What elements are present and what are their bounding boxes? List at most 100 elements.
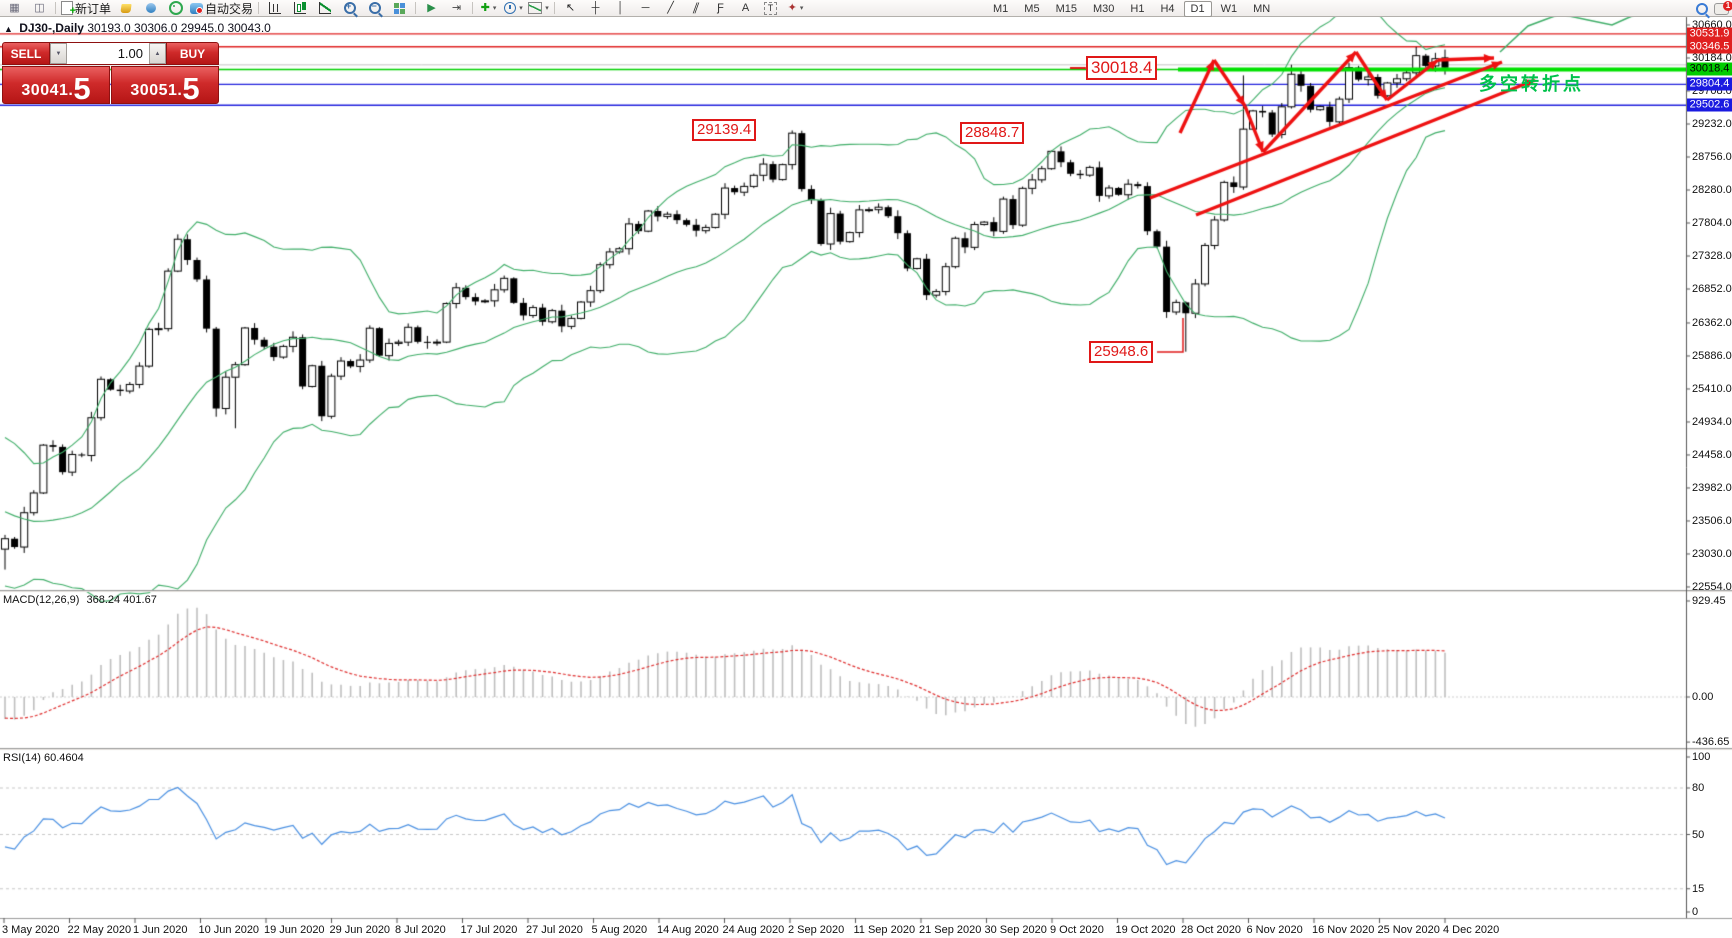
date-label: 24 Aug 2020 xyxy=(722,924,785,936)
turning-point-note[interactable]: 多空转折点 xyxy=(1479,74,1584,94)
rsi-axis-label: 15 xyxy=(1692,882,1705,895)
date-label: 11 Sep 2020 xyxy=(853,924,916,936)
signals-icon[interactable] xyxy=(163,1,188,16)
templates-icon[interactable]: ▾ xyxy=(526,1,551,16)
macd-axis-label: -436.65 xyxy=(1692,736,1730,749)
chart-title-row: ▲ DJ30-,Daily 30193.0 30306.0 29945.0 30… xyxy=(4,21,271,35)
price-axis-label: 25886.0 xyxy=(1692,349,1732,362)
new-order-icon[interactable]: 新订单 xyxy=(59,1,113,17)
chart-shift-icon[interactable]: ⇥ xyxy=(451,1,462,14)
arrows-icon[interactable]: ✦ ▾ xyxy=(787,1,804,14)
price-axis-label: 25410.0 xyxy=(1692,382,1732,395)
timeframe-h1[interactable]: H1 xyxy=(1130,2,1145,15)
timeframe-d1[interactable]: D1 xyxy=(1183,0,1212,17)
timeframe-m5[interactable]: M5 xyxy=(1024,2,1040,15)
indicators-icon[interactable]: ✚ ▾ xyxy=(480,1,497,14)
buy-button[interactable]: BUY xyxy=(166,42,219,65)
price-tag[interactable]: 29139.4 xyxy=(692,119,757,141)
text-label-icon[interactable]: T xyxy=(758,1,783,16)
horizontal-line-icon[interactable]: ─ xyxy=(641,1,650,14)
autotrading-icon[interactable]: 自动交易 xyxy=(188,1,255,16)
date-label: 9 Oct 2020 xyxy=(1050,924,1104,936)
crosshair-icon[interactable]: ┼ xyxy=(591,1,600,14)
one-click-trading-panel: SELL ▼ ▲ BUY 30041.5 30051.5 xyxy=(2,42,219,104)
buy-price-display[interactable]: 30051. 5 xyxy=(111,66,219,104)
chart-ohlc-readout: 30193.0 30306.0 29945.0 30043.0 xyxy=(87,21,271,35)
price-axis-label: 28756.0 xyxy=(1692,151,1732,163)
candlestick-chart-icon[interactable] xyxy=(287,1,312,16)
date-label: 21 Sep 2020 xyxy=(919,924,982,936)
price-tag[interactable]: 28848.7 xyxy=(960,122,1025,144)
timeframe-m30[interactable]: M30 xyxy=(1092,2,1115,15)
date-label: 17 Jul 2020 xyxy=(460,924,518,936)
sell-price-display[interactable]: 30041. 5 xyxy=(2,66,110,104)
date-label: 1 Jun 2020 xyxy=(133,924,188,936)
price-line-badge: 29804.4 xyxy=(1687,77,1732,91)
timeframe-m1[interactable]: M1 xyxy=(993,2,1009,15)
date-label: 4 Dec 2020 xyxy=(1443,924,1500,936)
line-chart-icon[interactable] xyxy=(312,1,337,16)
date-label: 30 Sep 2020 xyxy=(984,924,1047,936)
price-line-badge: 30346.5 xyxy=(1687,40,1732,54)
toolbar-separator xyxy=(472,2,474,14)
zoom-out-icon[interactable] xyxy=(362,1,387,16)
date-label: 19 Oct 2020 xyxy=(1115,924,1176,936)
rsi-axis-label: 50 xyxy=(1692,828,1705,841)
macd-values: 368.24 401.67 xyxy=(86,594,157,606)
date-label: 6 Nov 2020 xyxy=(1246,924,1303,936)
date-label: 22 May 2020 xyxy=(67,924,132,936)
price-axis-label: 24934.0 xyxy=(1692,415,1732,428)
toolbar-separator xyxy=(415,2,417,14)
price-axis-label: 27328.0 xyxy=(1692,250,1732,262)
fibonacci-icon[interactable]: Ƒ xyxy=(717,1,724,14)
auto-scroll-icon[interactable]: ▶ xyxy=(427,1,436,14)
price-tag[interactable]: 25948.6 xyxy=(1089,341,1154,363)
chart-window-icon[interactable]: ▦ xyxy=(9,1,20,14)
volume-decrease-button[interactable]: ▼ xyxy=(50,43,67,64)
vertical-line-icon[interactable]: │ xyxy=(617,1,624,14)
mql5-community-icon[interactable] xyxy=(138,1,163,16)
bar-chart-icon[interactable] xyxy=(262,1,287,16)
price-line-badge: 30531.9 xyxy=(1687,27,1732,41)
sell-button[interactable]: SELL xyxy=(2,42,50,65)
price-axis-label: 27804.0 xyxy=(1692,217,1732,229)
chevron-down-icon: ▾ xyxy=(519,5,523,12)
timeframe-m15[interactable]: M15 xyxy=(1055,2,1077,15)
notifications-icon[interactable]: 1 xyxy=(1714,0,1732,15)
date-label: 29 Jun 2020 xyxy=(329,924,391,936)
date-label: 14 Aug 2020 xyxy=(657,924,719,936)
macd-axis-label: 929.45 xyxy=(1692,594,1726,607)
timeframe-mn[interactable]: MN xyxy=(1253,2,1271,15)
price-axis-label: 23506.0 xyxy=(1692,514,1732,527)
autotrading-icon-label: 自动交易 xyxy=(205,1,254,16)
trendline-icon[interactable]: ╱ xyxy=(667,1,674,14)
tile-windows-icon[interactable] xyxy=(387,1,412,16)
price-axis-label: 28280.0 xyxy=(1692,184,1732,196)
profiles-icon[interactable]: ◫ xyxy=(34,1,45,14)
volume-increase-button[interactable]: ▲ xyxy=(149,43,166,64)
chevron-down-icon: ▾ xyxy=(492,5,497,12)
search-icon[interactable] xyxy=(1696,2,1708,15)
macd-axis-label: 0.00 xyxy=(1692,691,1714,703)
timeframe-w1[interactable]: W1 xyxy=(1220,2,1238,15)
timeframe-h4[interactable]: H4 xyxy=(1160,2,1175,15)
cursor-icon[interactable]: ↖ xyxy=(565,1,576,14)
sell-price-main: 30041. xyxy=(21,82,74,99)
price-line-badge: 30018.4 xyxy=(1687,62,1732,76)
paint-bucket-icon[interactable] xyxy=(113,1,138,16)
periods-icon[interactable]: ▾ xyxy=(501,1,526,16)
price-axis-label: 23982.0 xyxy=(1692,481,1732,494)
date-label: 5 Aug 2020 xyxy=(591,924,648,936)
zoom-in-icon[interactable] xyxy=(337,1,362,16)
rsi-indicator-label: RSI(14) 60.4604 xyxy=(3,752,84,764)
text-icon[interactable]: A xyxy=(741,1,750,14)
channel-icon[interactable]: ∥ xyxy=(690,1,701,14)
date-label: 27 Jul 2020 xyxy=(526,924,583,936)
rsi-axis-label: 0 xyxy=(1692,906,1699,918)
price-tag[interactable]: 30018.4 xyxy=(1086,56,1158,81)
price-axis-label: 26362.0 xyxy=(1692,316,1732,329)
volume-input[interactable] xyxy=(67,43,149,64)
price-axis-label: 29232.0 xyxy=(1692,118,1732,130)
